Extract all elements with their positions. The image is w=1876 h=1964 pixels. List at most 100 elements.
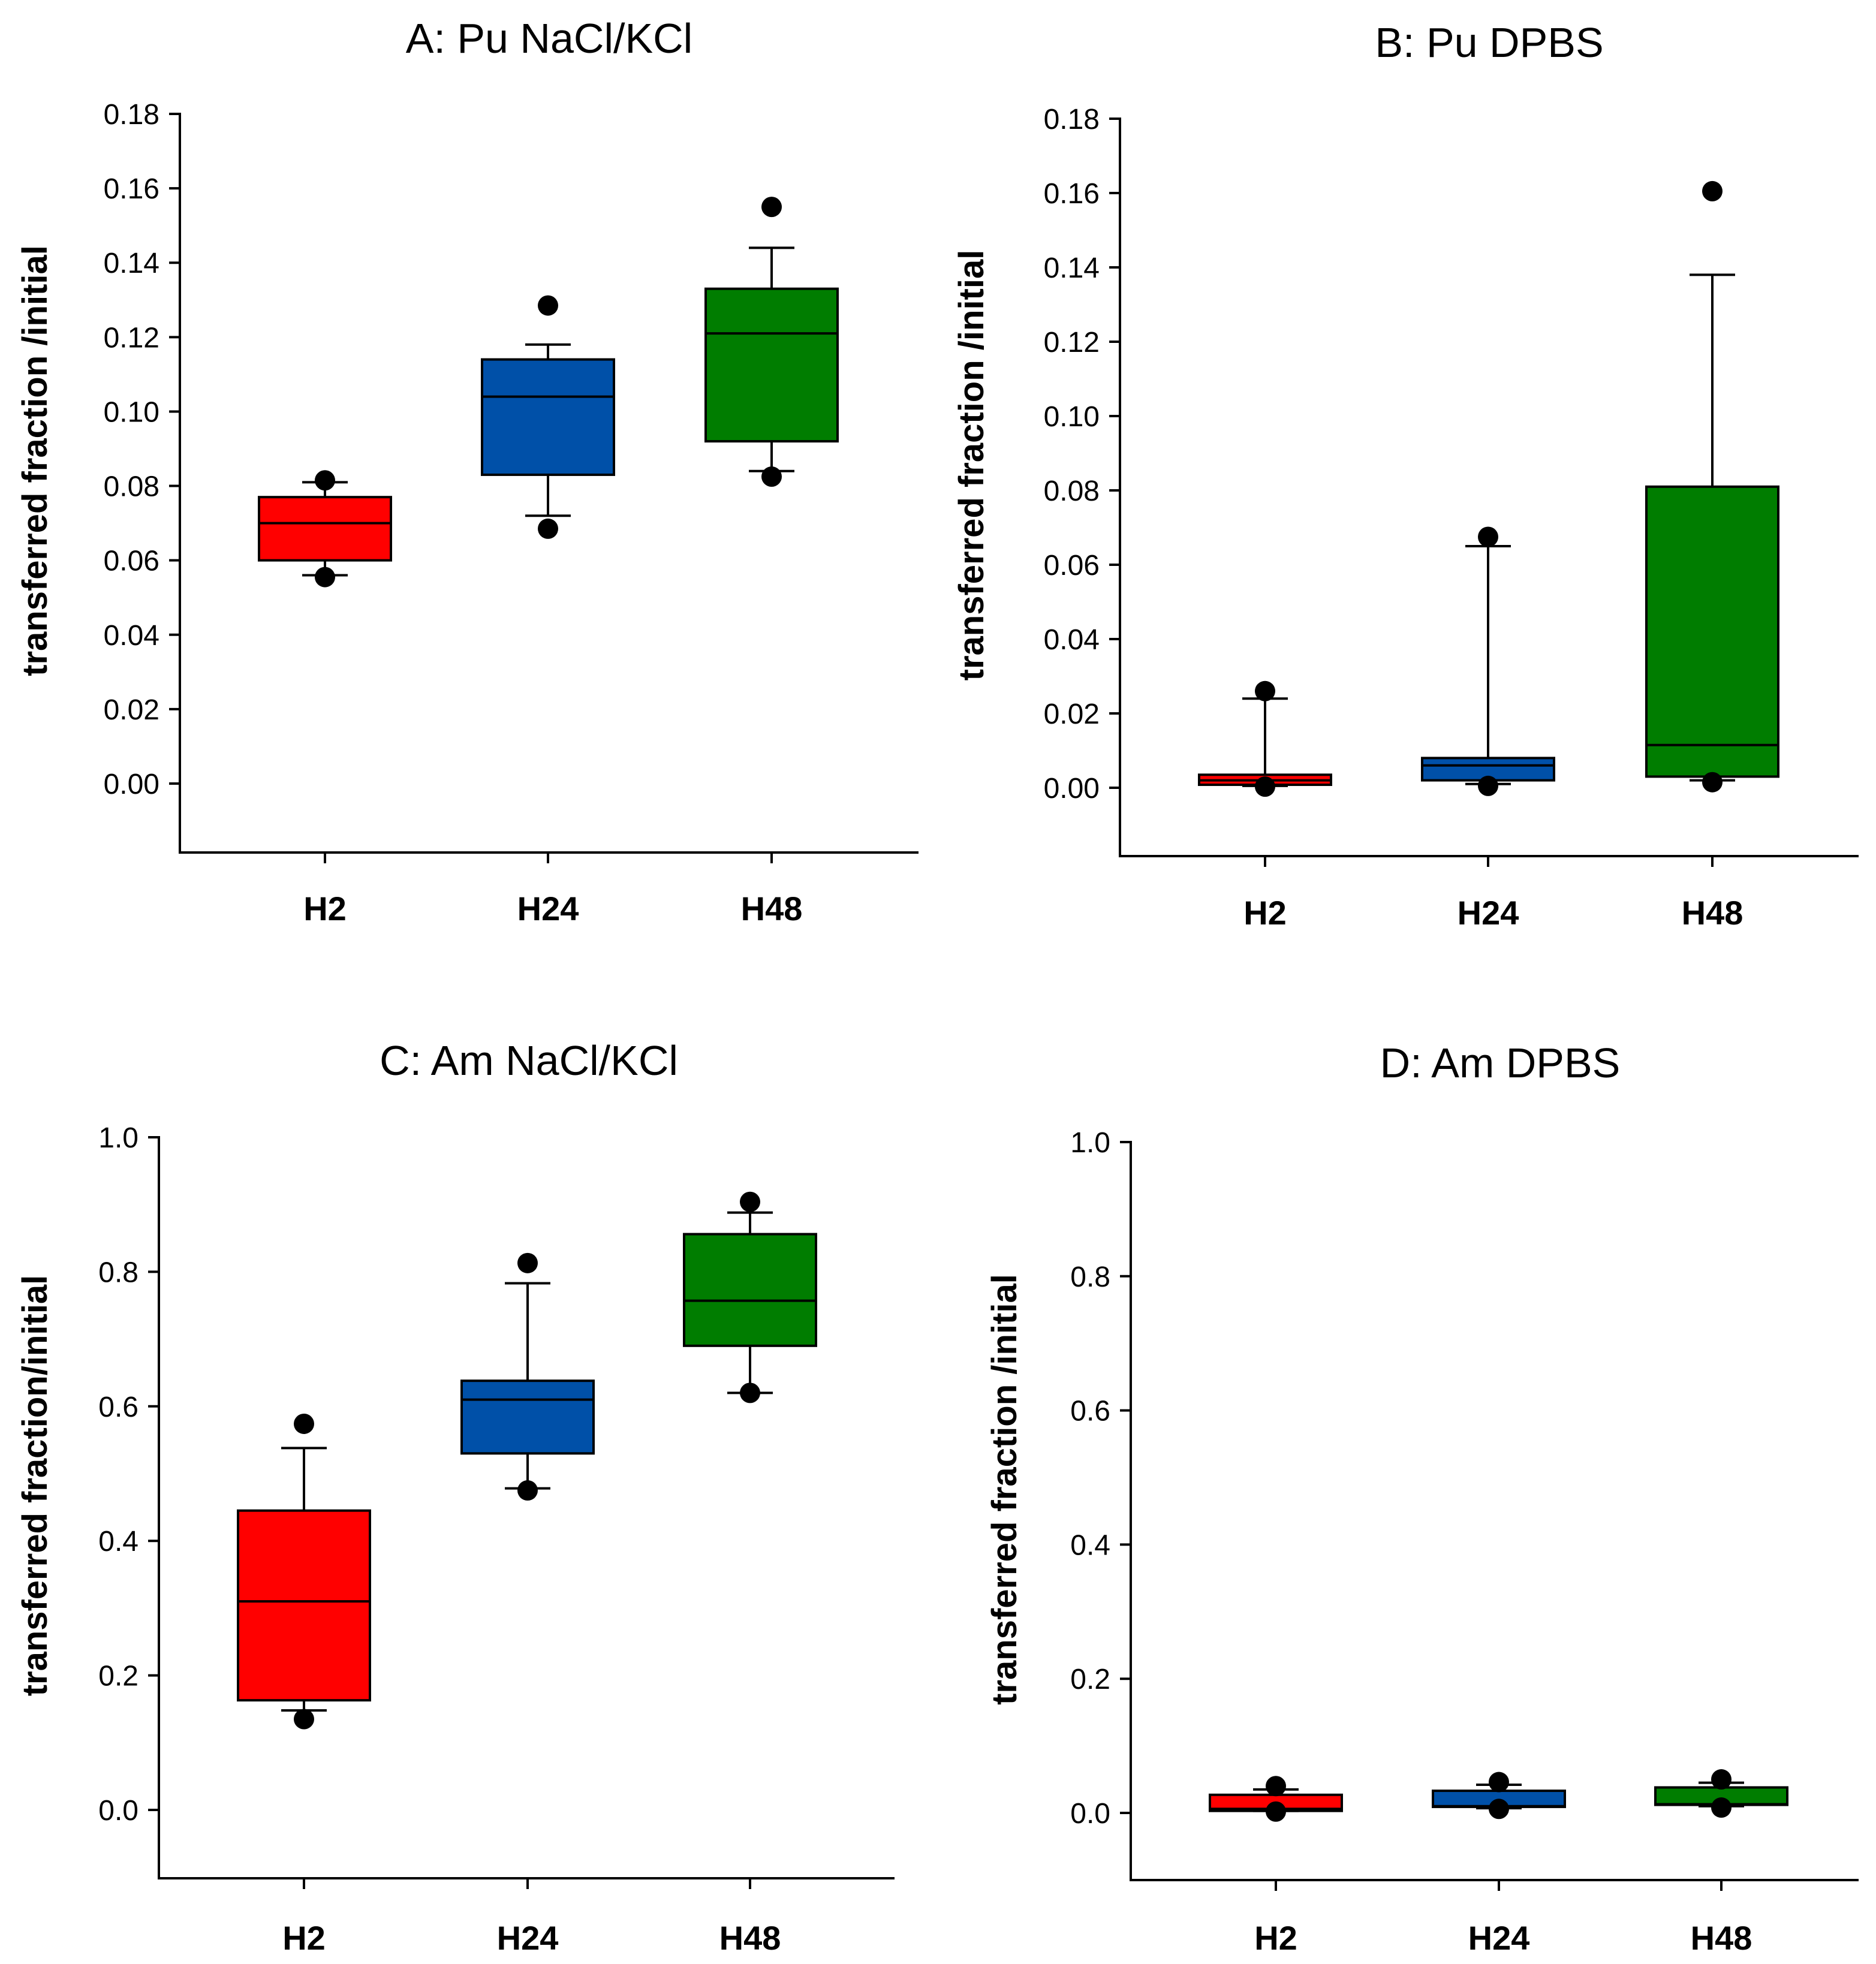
x-tick-label-h48: H48 [1691, 1919, 1752, 1957]
x-tick-label-h2: H2 [282, 1919, 326, 1957]
y-tick-label: 0.02 [1044, 698, 1100, 730]
box-h48 [683, 1191, 817, 1403]
x-tick-label-h24: H24 [1458, 894, 1519, 932]
outlier-point [1702, 180, 1723, 201]
y-tick-label: 0.0 [1070, 1798, 1110, 1830]
box-h24 [1421, 526, 1555, 796]
y-tick-label: 0.8 [98, 1257, 138, 1288]
x-tick-label-h2: H2 [1254, 1919, 1297, 1957]
y-tick-label: 0.02 [104, 694, 159, 726]
panel-c: C: Am NaCl/KCl transferred fraction/initi… [16, 1037, 895, 1957]
x-tick-label-h48: H48 [719, 1919, 781, 1957]
box-iqr [237, 1509, 371, 1702]
box-iqr [460, 1379, 595, 1455]
chart-title: A: Pu NaCl/KCl [406, 15, 692, 62]
box-h2 [1209, 1776, 1343, 1822]
panel-d: D: Am DPBS transferred fraction /initial 0… [985, 1040, 1859, 1957]
x-tick-label-h2: H2 [1243, 894, 1287, 932]
y-tick-label: 0.08 [104, 471, 159, 503]
box-h48 [704, 197, 839, 487]
y-tick-label: 0.8 [1070, 1261, 1110, 1293]
y-tick-label: 0.04 [104, 620, 159, 652]
y-tick-label: 0.08 [1044, 475, 1100, 507]
y-tick-label: 0.4 [98, 1526, 138, 1558]
panel-b: B: Pu DPBS transferred fraction /initial 0… [952, 19, 1859, 932]
y-tick-label: 0.04 [1044, 624, 1100, 656]
box-h2 [1198, 680, 1332, 797]
y-tick-label: 0.16 [104, 173, 159, 205]
y-tick-label: 0.12 [1044, 327, 1100, 359]
y-tick-label: 0.6 [98, 1391, 138, 1423]
box-h2 [258, 470, 392, 588]
y-tick-label: 0.4 [1070, 1529, 1110, 1561]
y-tick-label: 0.12 [104, 322, 159, 354]
y-axis-label: transferred fraction /initial [16, 245, 55, 676]
box-iqr [258, 496, 392, 562]
outlier-point [1478, 526, 1498, 547]
outlier-point [1255, 680, 1275, 701]
y-tick-label: 0.06 [1044, 550, 1100, 582]
y-axis-label: transferred fraction /initial [985, 1274, 1024, 1705]
box-h24 [1432, 1772, 1566, 1820]
outlier-point [761, 197, 782, 218]
x-tick-label-h24: H24 [497, 1919, 559, 1957]
outlier-point [538, 295, 558, 316]
x-tick-label-h48: H48 [741, 890, 803, 927]
y-tick-label: 0.6 [1070, 1396, 1110, 1427]
box-h48 [1654, 1769, 1788, 1818]
outlier-point [517, 1480, 538, 1501]
y-tick-label: 0.14 [104, 248, 159, 279]
chart-title: C: Am NaCl/KCl [380, 1037, 678, 1084]
outlier-point [294, 1413, 314, 1434]
box-iqr [683, 1233, 817, 1347]
outlier-point [1711, 1769, 1732, 1790]
y-tick-label: 0.10 [1044, 401, 1100, 433]
y-tick-label: 1.0 [1070, 1127, 1110, 1159]
outlier-point [517, 1252, 538, 1273]
box-h24 [460, 1252, 595, 1501]
outlier-point [1266, 1801, 1286, 1822]
y-axis-label: transferred fraction /initial [952, 250, 991, 681]
y-tick-label: 0.18 [104, 99, 159, 131]
y-tick-label: 0.00 [104, 769, 159, 800]
outlier-point [761, 466, 782, 487]
outlier-point [294, 1709, 314, 1730]
x-tick-label-h48: H48 [1682, 894, 1743, 932]
outlier-point [740, 1382, 760, 1403]
box-iqr [481, 358, 615, 476]
box-h2 [237, 1413, 371, 1730]
chart-title: B: Pu DPBS [1375, 19, 1603, 66]
outlier-point [1255, 776, 1275, 797]
y-tick-label: 0.18 [1044, 104, 1100, 135]
y-tick-label: 1.0 [98, 1122, 138, 1154]
outlier-point [1266, 1776, 1286, 1797]
outlier-point [1489, 1772, 1509, 1793]
outlier-point [1489, 1799, 1509, 1820]
outlier-point [315, 470, 335, 491]
box-iqr [704, 287, 839, 443]
y-tick-label: 0.06 [104, 546, 159, 577]
y-tick-label: 0.2 [98, 1661, 138, 1692]
y-axis-label: transferred fraction/initial [16, 1275, 55, 1697]
y-tick-label: 0.2 [1070, 1664, 1110, 1695]
box-h48 [1645, 180, 1779, 793]
y-tick-label: 0.16 [1044, 178, 1100, 210]
y-tick-label: 0.14 [1044, 252, 1100, 284]
panel-a: A: Pu NaCl/KCl transferred fraction /init… [16, 15, 919, 927]
y-tick-label: 0.10 [104, 396, 159, 428]
outlier-point [740, 1191, 760, 1212]
outlier-point [315, 567, 335, 588]
box-iqr [1645, 485, 1779, 778]
outlier-point [538, 518, 558, 539]
y-tick-label: 0.00 [1044, 773, 1100, 805]
x-tick-label-h2: H2 [303, 890, 347, 927]
outlier-point [1711, 1797, 1732, 1818]
outlier-point [1478, 775, 1498, 796]
box-h24 [481, 295, 615, 539]
y-tick-label: 0.0 [98, 1795, 138, 1827]
outlier-point [1702, 772, 1723, 793]
chart-title: D: Am DPBS [1380, 1040, 1621, 1086]
x-tick-label-h24: H24 [517, 890, 579, 927]
x-tick-label-h24: H24 [1468, 1919, 1530, 1957]
